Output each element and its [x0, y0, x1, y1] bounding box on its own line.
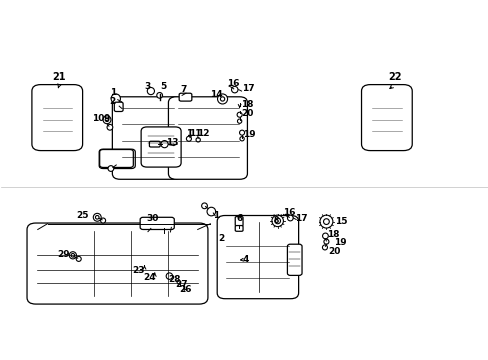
Text: 19: 19: [243, 130, 255, 139]
Text: 4: 4: [242, 255, 248, 264]
Text: 10: 10: [92, 114, 104, 123]
FancyBboxPatch shape: [114, 102, 123, 112]
FancyBboxPatch shape: [217, 216, 298, 299]
Ellipse shape: [206, 207, 215, 216]
Ellipse shape: [107, 125, 113, 130]
Ellipse shape: [319, 215, 332, 228]
Ellipse shape: [105, 118, 108, 122]
Text: 20: 20: [240, 109, 253, 118]
Text: 26: 26: [180, 285, 192, 294]
Ellipse shape: [237, 119, 241, 123]
FancyBboxPatch shape: [361, 85, 411, 150]
Text: 5: 5: [160, 82, 166, 91]
Text: 15: 15: [334, 217, 346, 226]
FancyBboxPatch shape: [27, 223, 207, 304]
Ellipse shape: [196, 138, 200, 142]
Text: 18: 18: [240, 100, 253, 109]
Text: 6: 6: [236, 214, 242, 223]
Text: 1: 1: [185, 129, 192, 138]
FancyBboxPatch shape: [141, 127, 181, 167]
Ellipse shape: [323, 219, 328, 225]
Text: 16: 16: [283, 208, 295, 217]
Text: 11: 11: [189, 129, 202, 138]
Text: 30: 30: [146, 214, 159, 223]
FancyBboxPatch shape: [100, 149, 133, 167]
Ellipse shape: [101, 218, 105, 223]
FancyBboxPatch shape: [235, 226, 243, 231]
Ellipse shape: [76, 256, 81, 261]
Ellipse shape: [71, 253, 75, 257]
Ellipse shape: [220, 97, 224, 101]
Ellipse shape: [237, 112, 242, 117]
Ellipse shape: [274, 218, 280, 224]
Text: 23: 23: [132, 266, 144, 275]
Ellipse shape: [166, 273, 172, 279]
Text: 19: 19: [333, 238, 346, 247]
Text: 24: 24: [143, 273, 155, 282]
FancyBboxPatch shape: [168, 97, 247, 179]
Text: 17: 17: [242, 84, 254, 93]
Ellipse shape: [287, 215, 293, 221]
Ellipse shape: [157, 93, 162, 98]
FancyBboxPatch shape: [112, 97, 182, 179]
Ellipse shape: [186, 136, 191, 141]
Text: 1: 1: [109, 87, 116, 96]
Text: 3: 3: [144, 82, 151, 91]
Ellipse shape: [147, 87, 154, 95]
Text: 7: 7: [181, 85, 187, 94]
FancyBboxPatch shape: [32, 85, 82, 150]
FancyBboxPatch shape: [140, 217, 174, 229]
Ellipse shape: [93, 213, 101, 221]
Text: 29: 29: [57, 250, 69, 259]
Text: 25: 25: [76, 211, 89, 220]
Ellipse shape: [322, 233, 327, 239]
Text: 27: 27: [174, 280, 187, 289]
Text: 13: 13: [166, 138, 178, 147]
Text: 8: 8: [273, 216, 278, 225]
FancyBboxPatch shape: [287, 244, 302, 275]
Ellipse shape: [108, 166, 114, 171]
Text: 12: 12: [197, 129, 209, 138]
Text: 18: 18: [326, 230, 339, 239]
FancyBboxPatch shape: [179, 93, 191, 101]
Ellipse shape: [239, 130, 244, 135]
FancyBboxPatch shape: [99, 149, 135, 168]
Text: 2: 2: [218, 234, 224, 243]
Text: 20: 20: [328, 247, 340, 256]
Ellipse shape: [217, 94, 227, 104]
Ellipse shape: [111, 94, 120, 103]
Text: 22: 22: [387, 72, 401, 82]
Ellipse shape: [95, 216, 99, 219]
Text: 1: 1: [213, 211, 219, 220]
Ellipse shape: [231, 86, 238, 93]
Ellipse shape: [103, 116, 111, 124]
Ellipse shape: [69, 252, 76, 259]
Text: 28: 28: [168, 275, 180, 284]
Text: 9: 9: [103, 114, 110, 123]
Ellipse shape: [271, 215, 283, 226]
FancyBboxPatch shape: [235, 217, 243, 226]
Text: 2: 2: [109, 97, 116, 106]
FancyBboxPatch shape: [149, 141, 160, 147]
Ellipse shape: [201, 203, 207, 209]
Text: 16: 16: [226, 79, 239, 88]
Text: 14: 14: [209, 90, 222, 99]
Ellipse shape: [323, 239, 328, 244]
Text: 17: 17: [294, 214, 307, 223]
Text: 21: 21: [52, 72, 66, 82]
Ellipse shape: [322, 245, 327, 250]
Ellipse shape: [240, 136, 244, 141]
Ellipse shape: [161, 140, 168, 148]
